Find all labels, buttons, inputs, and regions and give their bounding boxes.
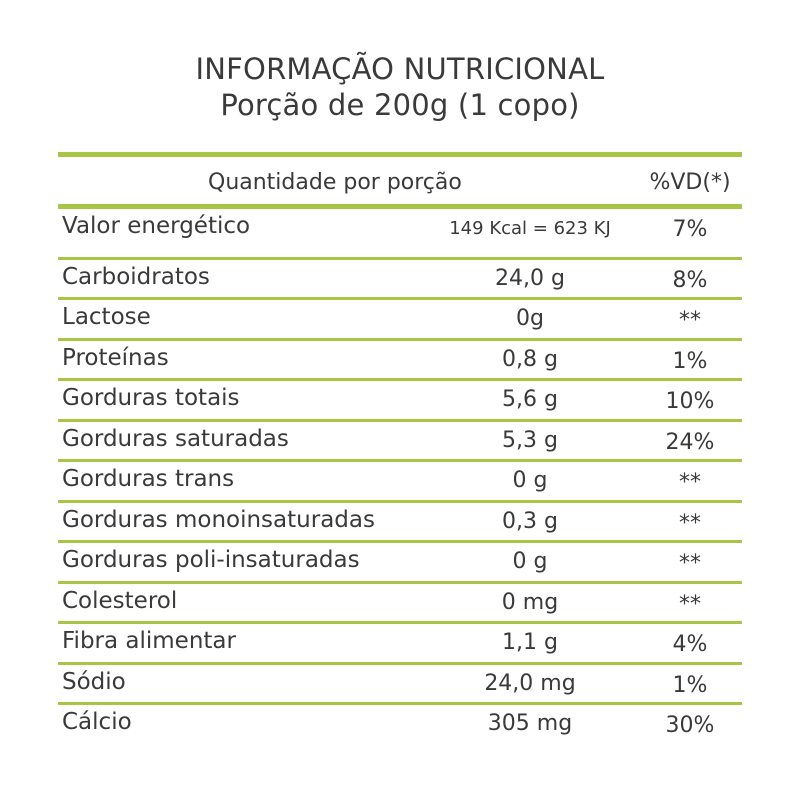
nutrient-name: Gorduras trans <box>62 466 235 492</box>
nutrient-vd: 1% <box>672 672 708 698</box>
nutrient-vd: 4% <box>672 632 708 657</box>
nutrient-vd: 24% <box>665 429 715 455</box>
table-row: Lactose 0g ** <box>58 300 742 338</box>
nutrient-amount: 305 mg <box>487 711 573 736</box>
row-rule <box>58 702 742 705</box>
row-rule <box>58 459 742 462</box>
nutrient-amount: 0,3 g <box>502 508 558 534</box>
table-row: Carboidratos 24,0 g 8% <box>58 260 742 298</box>
page-subtitle: Porção de 200g (1 copo) <box>220 88 580 122</box>
nutrient-name: Proteínas <box>62 344 169 371</box>
nutrient-name: Carboidratos <box>62 263 210 290</box>
nutrient-amount: 24,0 g <box>495 265 565 291</box>
header-quantity: Quantidade por porção <box>208 170 462 195</box>
table-header: Quantidade por porção %VD(*) <box>58 157 742 204</box>
table-row: Gorduras trans 0 g ** <box>58 462 742 500</box>
nutrient-vd: ** <box>679 591 701 617</box>
table-row: Sódio 24,0 mg 1% <box>58 665 742 703</box>
nutrient-name: Valor energético <box>62 213 251 239</box>
nutrient-vd: 1% <box>672 348 708 374</box>
nutrient-vd: ** <box>679 551 701 576</box>
nutrient-amount: 5,6 g <box>502 387 558 412</box>
table-row: Valor energético 149 Kcal = 623 KJ 7% <box>58 209 742 257</box>
nutrient-vd: 7% <box>672 217 708 242</box>
nutrient-name: Gorduras totais <box>62 385 240 411</box>
nutrient-amount: 1,1 g <box>502 630 558 655</box>
header-vd: %VD(*) <box>649 170 731 195</box>
table-row: Cálcio 305 mg 30% <box>58 705 742 743</box>
row-rule <box>58 580 742 584</box>
table-body: Valor energético 149 Kcal = 623 KJ 7% Ca… <box>58 209 742 743</box>
nutrient-amount: 149 Kcal = 623 KJ <box>449 218 611 239</box>
nutrient-name: Sódio <box>62 668 126 695</box>
table-row: Gorduras totais 5,6 g 10% <box>58 381 742 419</box>
nutrient-amount: 0 mg <box>501 589 559 615</box>
nutrient-name: Colesterol <box>62 587 178 614</box>
table-row: Gorduras monoinsaturadas 0,3 g ** <box>58 503 742 541</box>
row-rule <box>58 621 742 624</box>
nutrient-amount: 0 g <box>512 549 548 574</box>
nutrient-vd: 30% <box>665 713 715 738</box>
top-rule <box>58 152 742 157</box>
row-rule <box>58 418 742 422</box>
row-rule <box>58 661 742 665</box>
nutrient-name: Gorduras monoinsaturadas <box>62 506 375 533</box>
nutrient-amount: 0g <box>516 306 544 331</box>
table-row: Fibra alimentar 1,1 g 4% <box>58 624 742 662</box>
header-rule <box>58 204 742 209</box>
nutrient-name: Cálcio <box>62 709 132 735</box>
row-rule <box>58 378 742 381</box>
nutrient-name: Gorduras poli-insaturadas <box>62 547 360 573</box>
nutrient-name: Gorduras saturadas <box>62 425 289 452</box>
nutrient-vd: 10% <box>665 389 715 414</box>
nutrient-name: Lactose <box>62 304 151 330</box>
nutrient-vd: ** <box>679 510 701 536</box>
row-rule <box>58 337 742 341</box>
nutrient-amount: 0 g <box>512 468 548 493</box>
page-title: INFORMAÇÃO NUTRICIONAL <box>195 52 605 86</box>
nutrient-name: Fibra alimentar <box>62 628 236 654</box>
nutrition-table: Quantidade por porção %VD(*) Valor energ… <box>58 152 742 743</box>
row-rule <box>58 540 742 543</box>
table-row: Proteínas 0,8 g 1% <box>58 341 742 379</box>
row-rule <box>58 499 742 503</box>
row-rule <box>58 256 742 260</box>
table-row: Gorduras saturadas 5,3 g 24% <box>58 422 742 460</box>
nutrient-vd: 8% <box>672 267 708 293</box>
row-rule <box>58 297 742 300</box>
table-row: Colesterol 0 mg ** <box>58 584 742 622</box>
nutrient-vd: ** <box>679 308 701 333</box>
nutrient-amount: 5,3 g <box>502 427 558 453</box>
nutrient-amount: 24,0 mg <box>484 670 576 696</box>
nutrient-amount: 0,8 g <box>502 346 558 372</box>
nutrient-vd: ** <box>679 470 701 495</box>
table-row: Gorduras poli-insaturadas 0 g ** <box>58 543 742 581</box>
